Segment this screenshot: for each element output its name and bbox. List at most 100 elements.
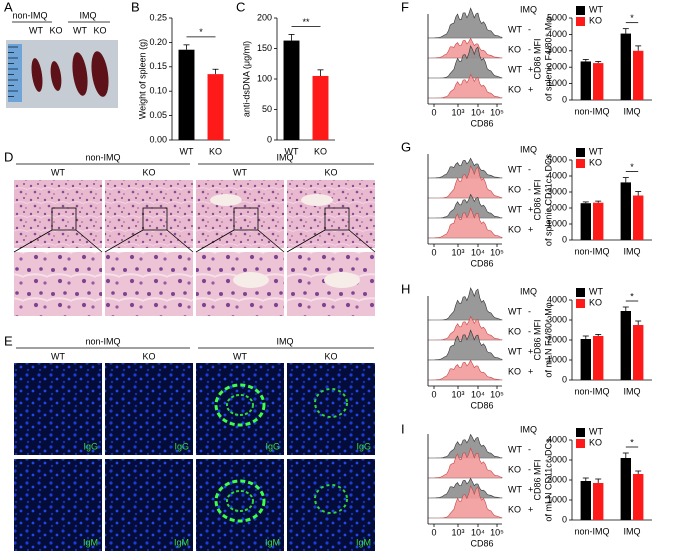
flow-tick-label: 10⁴ xyxy=(471,107,485,117)
panel-label: B xyxy=(131,0,140,14)
y-axis-label: CD86 MFI xyxy=(532,319,542,360)
row-genotype: WT xyxy=(508,484,522,494)
panel-label: G xyxy=(401,139,411,154)
y-tick-label: 0 xyxy=(267,134,272,144)
flow-tick-label: 10³ xyxy=(451,247,464,257)
row-imq: - xyxy=(528,444,531,454)
flow-axis-label: CD86 xyxy=(470,118,493,128)
significance: * xyxy=(630,291,634,301)
y-tick-label: 3000 xyxy=(547,454,567,464)
zoom-connector xyxy=(195,229,235,253)
y-tick-label: 5000 xyxy=(547,12,567,22)
row-imq: - xyxy=(528,326,531,336)
histogram xyxy=(428,157,503,179)
y-tick-label: 0 xyxy=(562,234,567,244)
x-tick-label: IMQ xyxy=(624,246,641,256)
legend-label: KO xyxy=(589,15,602,25)
zoom-connector xyxy=(257,229,285,253)
row-imq: + xyxy=(528,84,533,94)
y-tick-label: 0.15 xyxy=(149,61,167,71)
group-label: non-IMQ xyxy=(85,336,120,346)
y-axis-label: of splenic CD11c⁺ DCs xyxy=(543,153,553,246)
bar xyxy=(580,203,591,240)
row-genotype: WT xyxy=(508,204,522,214)
group-label: IMQ xyxy=(80,10,97,20)
bar xyxy=(283,40,300,140)
y-tick-label: 0.10 xyxy=(149,86,167,96)
zoom-box xyxy=(233,207,259,231)
flow-header: IMQ xyxy=(520,424,537,434)
legend-swatch xyxy=(576,148,585,157)
histogram xyxy=(428,477,503,499)
histology-image xyxy=(14,180,102,248)
y-tick-label: 3000 xyxy=(547,45,567,55)
y-tick-label: 200 xyxy=(257,12,272,22)
stain-label: IgG xyxy=(356,441,371,451)
bar xyxy=(312,75,329,140)
legend-swatch xyxy=(576,299,585,308)
panel-label: I xyxy=(401,421,405,436)
ruler xyxy=(8,44,22,102)
x-tick-label: non-IMQ xyxy=(574,386,609,396)
stain-label: IgM xyxy=(265,537,280,547)
flow-tick-label: 10⁴ xyxy=(471,527,485,537)
column-label: KO xyxy=(142,351,155,361)
flow-tick-label: 10³ xyxy=(451,389,464,399)
legend-swatch xyxy=(576,159,585,168)
y-tick-label: 0.20 xyxy=(149,37,167,47)
y-tick-label: 50 xyxy=(262,104,272,114)
spleen xyxy=(91,51,109,97)
flow-tick-label: 10⁵ xyxy=(490,527,504,537)
zoom-connector xyxy=(75,229,103,253)
panel-label: H xyxy=(401,281,410,296)
y-tick-label: 1000 xyxy=(547,218,567,228)
histology-zoom xyxy=(14,252,102,316)
histogram xyxy=(428,287,503,321)
flow-axis-label: CD86 xyxy=(470,400,493,410)
dilated-space xyxy=(324,272,360,288)
flow-tick-label: 0 xyxy=(431,527,436,537)
bar xyxy=(178,49,195,140)
column-label: WT xyxy=(233,167,247,177)
column-label: WT xyxy=(51,351,65,361)
y-axis-label: of splenic F4/80⁺ Mφ xyxy=(543,17,553,101)
histogram xyxy=(428,359,503,381)
significance: * xyxy=(630,162,634,172)
y-tick-label: 1000 xyxy=(547,494,567,504)
legend-swatch xyxy=(576,288,585,297)
y-tick-label: 100 xyxy=(257,73,272,83)
bar xyxy=(633,195,644,240)
bar xyxy=(593,202,604,240)
legend-swatch xyxy=(576,428,585,437)
group-label: non-IMQ xyxy=(85,152,120,162)
bar xyxy=(593,336,604,380)
glomerulus-stain xyxy=(214,479,266,523)
significance: * xyxy=(630,437,634,447)
fluorescence-image xyxy=(14,363,102,455)
bar xyxy=(633,325,644,380)
x-tick-label: KO xyxy=(314,146,327,156)
zoom-connector xyxy=(13,229,53,253)
fluorescence-image xyxy=(196,459,284,551)
dilated-space xyxy=(233,272,269,288)
spleen xyxy=(72,52,88,96)
glomerulus-stain xyxy=(314,484,348,514)
x-tick-label: non-IMQ xyxy=(574,526,609,536)
dilated-space xyxy=(301,194,333,206)
dilated-space xyxy=(210,194,242,206)
flow-tick-label: 10⁵ xyxy=(490,107,504,117)
spleen xyxy=(50,61,62,91)
flow-axis-label: CD86 xyxy=(470,538,493,548)
y-tick-label: 0.25 xyxy=(149,12,167,22)
zoom-connector xyxy=(348,229,376,253)
row-imq: - xyxy=(528,164,531,174)
y-tick-label: 3000 xyxy=(547,186,567,196)
bar xyxy=(593,483,604,520)
y-axis-label: of mLN F4/80⁺ Mφ xyxy=(543,302,553,377)
y-tick-label: 2000 xyxy=(547,334,567,344)
row-genotype: WT xyxy=(508,164,522,174)
row-genotype: WT xyxy=(508,24,522,34)
y-axis-label: Weight of spleen (g) xyxy=(137,39,147,119)
stain-label: IgM xyxy=(356,537,371,547)
y-tick-label: 4000 xyxy=(547,434,567,444)
